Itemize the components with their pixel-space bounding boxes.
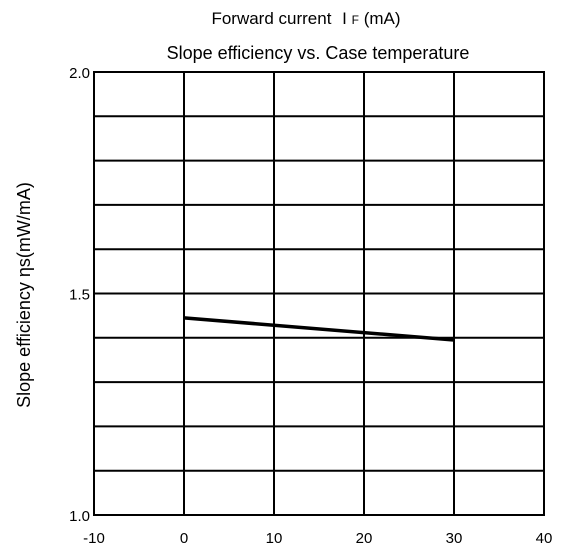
- x-tick-label-0: -10: [83, 530, 105, 547]
- x-tick-labels: -10 0 10 20 30 40: [83, 530, 552, 547]
- plot-frame: [93, 71, 545, 516]
- y-tick-label-0: 1.0: [69, 508, 90, 525]
- x-tick-label-1: 0: [180, 530, 188, 547]
- y-tick-labels: 1.0 1.5 2.0: [69, 65, 90, 525]
- top-axis-label-subscript: F: [352, 13, 359, 27]
- y-tick-label-2: 2.0: [69, 65, 90, 82]
- x-tick-label-2: 10: [266, 530, 283, 547]
- top-axis-label-text: Forward current: [211, 9, 331, 28]
- series-group: [183, 316, 455, 342]
- series-line-0: [183, 316, 455, 342]
- x-tick-label-5: 40: [536, 530, 553, 547]
- top-axis-label: Forward current I F (mA): [211, 9, 400, 28]
- top-axis-label-unit: (mA): [364, 9, 401, 28]
- plot-border: [93, 71, 545, 516]
- grid: [93, 71, 545, 516]
- y-axis-label: Slope efficiency ηs(mW/mA): [14, 182, 34, 408]
- x-tick-label-4: 30: [446, 530, 463, 547]
- chart-title: Slope efficiency vs. Case temperature: [167, 43, 470, 63]
- y-tick-label-1: 1.5: [69, 287, 90, 304]
- top-axis-label-symbol: I: [342, 9, 347, 28]
- x-tick-label-3: 20: [356, 530, 373, 547]
